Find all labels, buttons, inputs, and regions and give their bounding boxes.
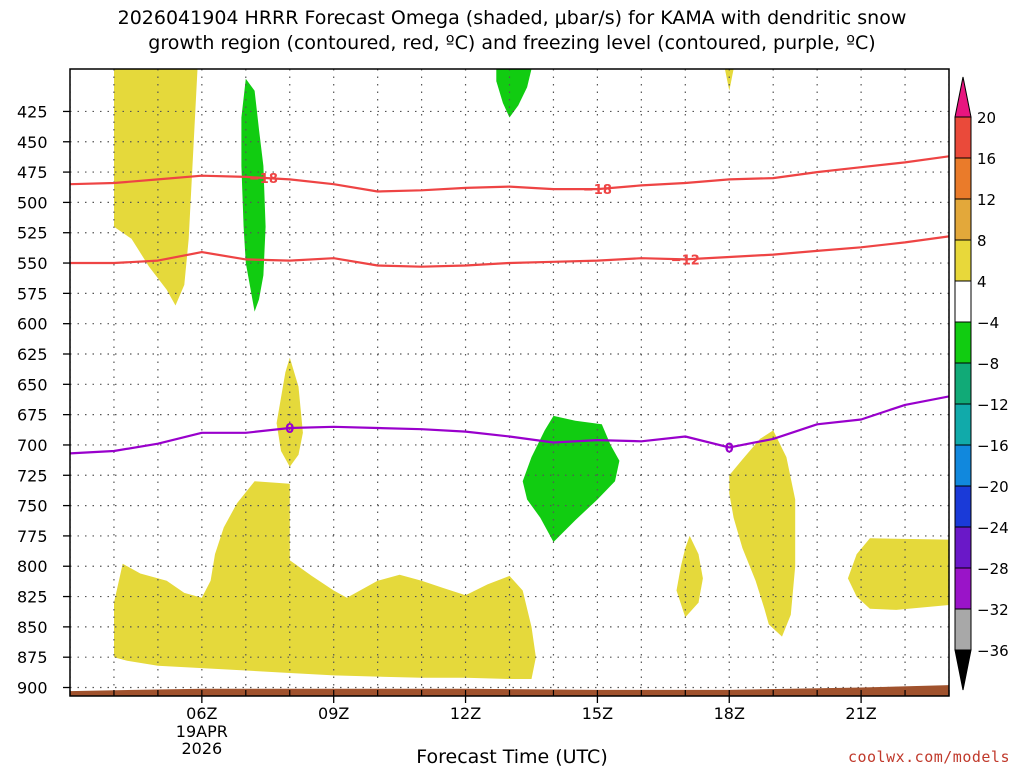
y-tick-label-475: 475: [17, 163, 48, 182]
colorbar-swatch-7: [954, 403, 972, 446]
colorbar-top-arrow: [954, 76, 972, 118]
y-tick-label-900: 900: [17, 679, 48, 698]
chart-title-line-1: 2026041904 HRRR Forecast Omega (shaded, …: [117, 7, 907, 29]
omega-region-2: [114, 481, 536, 679]
y-tick-label-775: 775: [17, 527, 48, 546]
colorbar-bottom-arrow: [954, 649, 972, 691]
x-tick-sublabel-6-1: 2026: [181, 739, 222, 758]
colorbar-label-0: 20: [977, 109, 996, 127]
y-tick-label-550: 550: [17, 254, 48, 273]
colorbar-label-2: 12: [977, 191, 996, 209]
colorbar-label-6: −8: [977, 355, 999, 373]
omega-region-7: [241, 78, 266, 312]
x-tick-label-18: 18Z: [714, 704, 745, 723]
colorbar-swatch-11: [954, 567, 972, 610]
y-tick-label-675: 675: [17, 406, 48, 425]
contour-label-1-0: −12: [671, 253, 700, 268]
y-tick-label-525: 525: [17, 224, 48, 243]
omega-region-9: [522, 415, 620, 542]
contour-line-1: [70, 235, 949, 268]
credit-text: coolwx.com/models: [847, 748, 1010, 766]
y-axis: 425 450 475 500 525 550 575 600 625 650 675 700 725 7…: [17, 102, 70, 698]
contour-label-0-0: −18: [249, 172, 278, 187]
omega-region-0: [114, 69, 198, 306]
x-tick-label-12: 12Z: [450, 704, 481, 723]
y-tick-label-750: 750: [17, 497, 48, 516]
omega-region-4: [676, 535, 703, 618]
omega-shading-layer: [114, 69, 949, 679]
colorbar: 20 16 12 8 4 −4 −8 −12 −16 −20 −24 −28 −32 −36: [954, 76, 1009, 691]
y-tick-label-700: 700: [17, 436, 48, 455]
colorbar-swatch-10: [954, 526, 972, 569]
chart-title: 2026041904 HRRR Forecast Omega (shaded, …: [0, 6, 1024, 56]
y-tick-label-725: 725: [17, 466, 48, 485]
colorbar-swatch-1: [954, 157, 972, 200]
contour-line-0: [70, 155, 949, 193]
colorbar-label-12: −32: [977, 601, 1009, 619]
x-tick-sublabel-6-0: 19APR: [176, 722, 228, 741]
y-tick-label-450: 450: [17, 133, 48, 152]
y-tick-label-625: 625: [17, 345, 48, 364]
colorbar-swatch-4: [954, 280, 972, 323]
y-tick-label-850: 850: [17, 618, 48, 637]
colorbar-label-13: −36: [977, 642, 1009, 660]
colorbar-swatch-8: [954, 444, 972, 487]
omega-region-8: [496, 69, 532, 118]
y-tick-label-650: 650: [17, 375, 48, 394]
colorbar-label-8: −16: [977, 437, 1009, 455]
colorbar-swatch-3: [954, 239, 972, 282]
colorbar-label-4: 4: [977, 273, 987, 291]
colorbar-label-3: 8: [977, 232, 987, 250]
colorbar-label-9: −20: [977, 478, 1009, 496]
colorbar-label-1: 16: [977, 150, 996, 168]
omega-region-3: [729, 430, 796, 637]
y-tick-label-500: 500: [17, 193, 48, 212]
x-tick-label-21: 21Z: [845, 704, 876, 723]
omega-region-5: [847, 538, 949, 610]
contour-label-0-1: −18: [583, 183, 612, 198]
colorbar-label-7: −12: [977, 396, 1009, 414]
y-tick-label-875: 875: [17, 648, 48, 667]
x-axis-title: Forecast Time (UTC): [416, 746, 608, 768]
colorbar-label-11: −28: [977, 560, 1009, 578]
colorbar-swatch-12: [954, 608, 972, 651]
x-tick-label-15: 15Z: [582, 704, 613, 723]
colorbar-swatch-0: [954, 116, 972, 159]
y-tick-label-800: 800: [17, 557, 48, 576]
colorbar-label-10: −24: [977, 519, 1009, 537]
colorbar-label-5: −4: [977, 314, 999, 332]
colorbar-swatch-2: [954, 198, 972, 241]
contour-label-2-1: 0: [725, 441, 734, 456]
x-tick-label-6: 06Z: [186, 704, 217, 723]
y-tick-label-575: 575: [17, 284, 48, 303]
colorbar-swatch-9: [954, 485, 972, 528]
contour-layer: −18 −18 −12 0 0: [70, 155, 949, 456]
y-tick-label-425: 425: [17, 102, 48, 121]
omega-region-6: [724, 69, 734, 91]
contour-label-2-0: 0: [285, 422, 294, 437]
contour-line-2: [70, 395, 949, 455]
colorbar-swatch-6: [954, 362, 972, 405]
y-tick-label-600: 600: [17, 315, 48, 334]
x-tick-label-9: 09Z: [318, 704, 349, 723]
chart-title-line-2: growth region (contoured, red, ºC) and f…: [148, 32, 876, 54]
y-tick-label-825: 825: [17, 588, 48, 607]
colorbar-swatch-5: [954, 321, 972, 364]
